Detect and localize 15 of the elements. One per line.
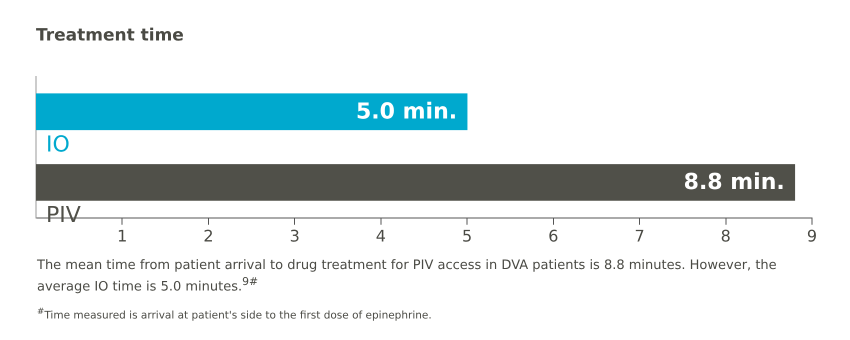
y-tick-label: IO bbox=[46, 132, 70, 158]
x-tick-label: 2 bbox=[203, 226, 214, 246]
x-tick-label: 1 bbox=[117, 226, 128, 246]
x-tick-label: 5 bbox=[462, 226, 472, 246]
x-tick-label: 3 bbox=[290, 226, 300, 246]
data-label: 5.0 min. bbox=[356, 99, 458, 124]
text: $^{#}$Time measured is arrival at patient's side to the first dose of epinephrine. bbox=[37, 307, 433, 322]
x-tick-label: 9 bbox=[806, 226, 818, 246]
chart-title: Treatment time bbox=[36, 26, 184, 46]
x-tick-label: 6 bbox=[548, 226, 558, 246]
x-tick-label: 4 bbox=[376, 226, 386, 246]
x-tick-label: 7 bbox=[634, 226, 645, 246]
text: The mean time from patient arrival to drug treatment for PIV access in DVA patients is 8.8 minutes. However, the average IO time is 5.0 minutes.$^{9#}$ bbox=[37, 258, 778, 296]
x-tick-label: 8 bbox=[720, 226, 731, 246]
data-label: 8.8 min. bbox=[684, 170, 785, 196]
